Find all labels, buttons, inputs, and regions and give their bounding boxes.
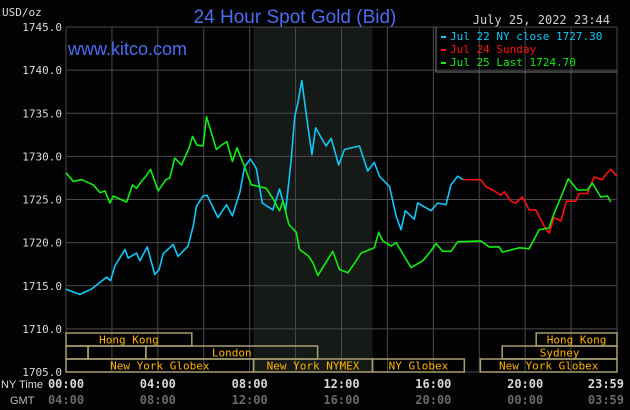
session-label: London [212,347,252,360]
legend-border [435,27,617,73]
y-tick-label: 1710.0 [22,323,62,336]
x-tick-label: 12:00 [232,393,268,407]
series-line-0 [65,79,464,296]
x-tick-label: 23:59 [588,377,624,391]
x-axis-row-label: GMT [10,395,35,407]
y-tick-label: 1720.0 [22,237,62,250]
website-watermark[interactable]: www.kitco.com [67,39,187,59]
y-tick-label: 1725.0 [22,194,62,207]
y-tick-label: 1735.0 [22,107,62,120]
x-tick-label: 20:00 [415,393,451,407]
x-tick-label: 03:59 [588,393,624,407]
legend-entry: Jul 25 Last 1724.70 [450,56,576,69]
y-tick-label: 1745.0 [22,21,62,34]
session-box [371,358,466,373]
session-box [479,358,618,373]
y-tick-label: 1740.0 [22,64,62,77]
x-tick-label: 04:00 [48,393,84,407]
legend-swatch [441,36,446,38]
legend-swatch [441,49,446,51]
session-label: New York Globex [110,360,210,373]
session-label: Sydney [540,347,580,360]
session-label: New York Globex [499,360,599,373]
legend-swatch [441,62,446,64]
legend-entry: Jul 22 NY close 1727.30 [450,30,602,43]
session-label: New York NYMEX [267,360,360,373]
series-line-1 [463,168,618,234]
x-tick-label: 04:00 [140,377,176,391]
series-line-2 [65,115,612,277]
x-tick-label: 08:00 [140,393,176,407]
session-label: NY Globex [389,360,449,373]
y-tick-label: 1730.0 [22,150,62,163]
x-tick-label: 12:00 [323,377,359,391]
legend-entry: Jul 24 Sunday [450,43,536,56]
session-box [87,345,147,360]
y-unit-label: USD/oz [2,6,42,19]
session-box [65,345,89,360]
x-tick-label: 00:00 [507,393,543,407]
x-axis-row-label: NY Time [1,379,43,391]
session-label: Hong Kong [547,334,607,347]
x-tick-label: 20:00 [507,377,543,391]
x-tick-label: 08:00 [232,377,268,391]
x-tick-label: 16:00 [415,377,451,391]
x-tick-label: 16:00 [323,393,359,407]
y-tick-label: 1705.0 [22,366,62,379]
y-tick-label: 1715.0 [22,280,62,293]
timestamp: July 25, 2022 23:44 [473,13,610,27]
x-tick-label: 00:00 [48,377,84,391]
chart-title: 24 Hour Spot Gold (Bid) [194,7,397,28]
session-label: Hong Kong [99,334,159,347]
